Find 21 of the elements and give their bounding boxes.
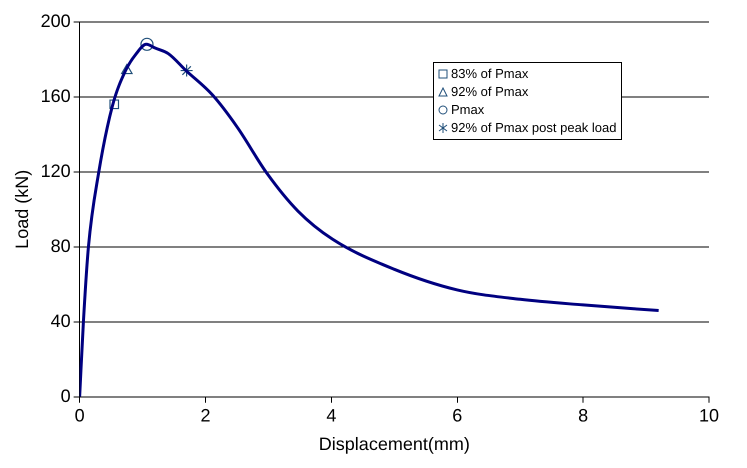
legend-label: Pmax — [451, 101, 484, 119]
x-tick-label: 8 — [578, 406, 588, 426]
x-tick-label: 10 — [698, 406, 720, 426]
legend-label: 83% of Pmax — [451, 65, 528, 83]
y-tick-label: 40 — [50, 310, 71, 331]
x-tick-label: 4 — [326, 406, 336, 426]
point — [121, 64, 133, 74]
y-tick-label: 0 — [60, 386, 71, 406]
legend-label: 92% of Pmax — [451, 83, 528, 101]
y-axis-title: Load (kN) — [12, 170, 32, 249]
x-tick-label: 2 — [200, 406, 211, 426]
x-tick-label: 6 — [452, 406, 462, 426]
y-tick-label: 80 — [50, 236, 71, 256]
legend-label: 92% of Pmax post peak load — [451, 119, 616, 137]
point — [109, 99, 120, 110]
x-tick-label: 0 — [74, 406, 85, 426]
point — [140, 38, 154, 51]
y-tick-label: 120 — [40, 160, 71, 181]
y-tick-label: 200 — [40, 10, 71, 31]
x-axis-title: Displacement(mm) — [318, 434, 470, 454]
y-tick-label: 160 — [40, 86, 71, 106]
